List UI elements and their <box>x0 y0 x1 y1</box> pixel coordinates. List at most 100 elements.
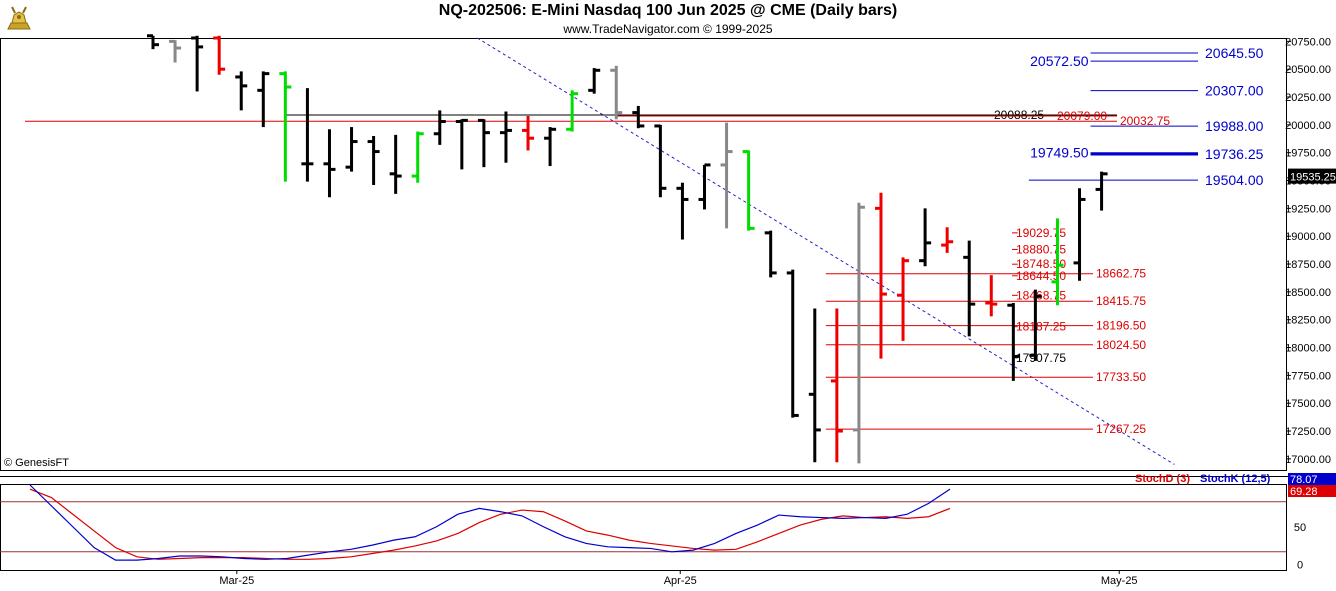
ohlc-bar <box>345 127 358 172</box>
ohlc-bar <box>852 202 865 464</box>
ohlc-bar <box>279 71 292 182</box>
ohlc-bar <box>389 134 402 194</box>
price-axis: 20750.00 20500.00 20250.00 20000.00 19750.00… <box>1285 36 1331 466</box>
level-label: 20307.00 <box>1205 83 1264 99</box>
price-axis-tick-label: 17250.00 <box>1285 426 1331 438</box>
ohlc-bar <box>455 118 468 170</box>
price-axis-tick-label: 20750.00 <box>1285 36 1331 48</box>
level-label: 18880.75 <box>1016 242 1066 256</box>
level-label: 18415.75 <box>1096 294 1146 308</box>
level-label: 20572.50 <box>1030 53 1089 69</box>
ohlc-bar <box>147 34 159 50</box>
stoch-d-value: 69.28 <box>1290 486 1318 498</box>
stoch-axis-tick-label: 50 <box>1294 522 1306 534</box>
stoch-axis-tick-label: 0 <box>1297 560 1303 572</box>
ohlc-bar <box>588 68 601 94</box>
stoch-k-legend: StochK (12,5) <box>1200 473 1271 485</box>
price-axis-tick-label: 18750.00 <box>1285 259 1331 271</box>
last-price-label: 19535.25 <box>1290 172 1336 184</box>
level-label: 19504.00 <box>1205 172 1264 188</box>
level-label: 20088.25 <box>994 108 1044 122</box>
ohlc-bar <box>1095 171 1108 211</box>
ohlc-bar <box>676 182 689 240</box>
ohlc-bar <box>1073 188 1086 281</box>
ohlc-bar <box>1007 302 1020 381</box>
level-label: 19749.50 <box>1030 145 1089 161</box>
ohlc-bar <box>786 269 799 418</box>
ohlc-bar <box>698 163 711 210</box>
ohlc-bars <box>147 34 1108 464</box>
ohlc-bar <box>720 122 733 229</box>
price-axis-tick-label: 17000.00 <box>1285 454 1331 466</box>
ohlc-bar <box>367 135 380 185</box>
level-label: 18644.50 <box>1016 269 1066 283</box>
ohlc-bar <box>632 105 645 129</box>
ohlc-bar <box>301 88 314 182</box>
level-label: 18662.75 <box>1096 267 1146 281</box>
stoch-panel-frame <box>0 484 1287 571</box>
ohlc-bar <box>191 35 204 92</box>
ohlc-bar <box>764 230 777 278</box>
price-axis-tick-label: 20000.00 <box>1285 120 1331 132</box>
price-axis-tick-label: 19000.00 <box>1285 231 1331 243</box>
ohlc-bar <box>235 71 248 111</box>
level-label: 19029.75 <box>1016 226 1066 240</box>
ohlc-bar <box>1029 289 1042 361</box>
chart-title: NQ-202506: E-Mini Nasdaq 100 Jun 2025 @ … <box>438 2 898 19</box>
ohlc-bar <box>257 71 270 128</box>
level-label: 18748.50 <box>1016 257 1066 271</box>
x-axis-label: May-25 <box>1101 575 1138 587</box>
ohlc-bar <box>963 240 976 337</box>
ohlc-bar <box>654 124 667 198</box>
level-label: 18187.25 <box>1016 320 1066 334</box>
price-axis-tick-label: 17500.00 <box>1285 398 1331 410</box>
last-price-tag <box>1288 168 1336 184</box>
ohlc-bar <box>985 275 998 317</box>
price-axis-tick-label: 20250.00 <box>1285 92 1331 104</box>
ohlc-bar <box>499 111 512 163</box>
x-axis-label: Apr-25 <box>664 575 697 587</box>
ohlc-bar <box>919 208 932 267</box>
price-axis-tick-label: 18250.00 <box>1285 315 1331 327</box>
ohlc-bar <box>610 65 623 120</box>
ohlc-bar <box>169 39 182 63</box>
level-label: 18024.50 <box>1096 338 1146 352</box>
ohlc-bar <box>323 129 336 198</box>
level-label: 18196.50 <box>1096 319 1146 333</box>
ohlc-bar <box>213 35 226 75</box>
price-axis-tick-label: 18000.00 <box>1285 343 1331 355</box>
ohlc-bar <box>897 257 910 341</box>
ohlc-bar <box>742 150 755 231</box>
level-label: 17267.25 <box>1096 422 1146 436</box>
ohlc-bar <box>411 131 424 183</box>
price-axis-tick-label: 19750.00 <box>1285 148 1331 160</box>
level-label: 17733.50 <box>1096 370 1146 384</box>
level-label: 20079.00 <box>1057 109 1107 123</box>
level-label: 17907.75 <box>1016 351 1066 365</box>
level-label: 20645.50 <box>1205 45 1264 61</box>
price-levels: 20645.50 20572.50 20307.00 20088.25 20079.00… <box>25 45 1264 436</box>
stoch-d-value-tag <box>1288 485 1336 497</box>
price-axis-tick-label: 17750.00 <box>1285 370 1331 382</box>
ohlc-bar <box>433 110 446 145</box>
ohlc-bar <box>941 227 954 253</box>
ohlc-bar <box>1051 218 1064 306</box>
level-label: 19736.25 <box>1205 146 1264 162</box>
ohlc-bar <box>874 192 887 359</box>
stoch-d-legend: StochD (3) <box>1135 473 1190 485</box>
stoch-k-value-tag <box>1288 473 1336 485</box>
ohlc-bar <box>477 118 490 168</box>
stoch-k-value: 78.07 <box>1290 474 1318 486</box>
ohlc-bar <box>544 127 557 167</box>
stoch-series-line <box>29 488 951 560</box>
price-axis-tick-label: 20500.00 <box>1285 64 1331 76</box>
level-label: 19988.00 <box>1205 118 1264 134</box>
price-panel-frame <box>0 38 1287 471</box>
chart-subtitle: www.TradeNavigator.com © 1999-2025 <box>563 22 773 36</box>
ohlc-bar <box>830 308 843 463</box>
price-axis-tick-label: 19250.00 <box>1285 203 1331 215</box>
ohlc-bar <box>566 90 579 132</box>
trendline <box>477 37 1175 465</box>
level-label: 20032.75 <box>1120 114 1170 128</box>
